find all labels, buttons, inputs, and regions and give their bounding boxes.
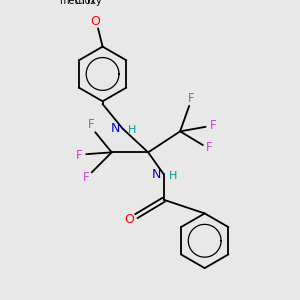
- Text: O: O: [90, 15, 100, 28]
- Text: N: N: [152, 168, 161, 181]
- Text: methoxy: methoxy: [59, 0, 102, 6]
- Text: F: F: [188, 92, 194, 105]
- Text: H: H: [128, 125, 136, 136]
- Text: H: H: [169, 171, 177, 181]
- Text: F: F: [76, 148, 82, 162]
- Text: F: F: [83, 171, 89, 184]
- Text: F: F: [206, 141, 213, 154]
- Text: F: F: [88, 118, 95, 131]
- Text: CH₃: CH₃: [74, 0, 95, 6]
- Text: O: O: [124, 213, 134, 226]
- Text: N: N: [111, 122, 120, 135]
- Text: F: F: [210, 119, 216, 132]
